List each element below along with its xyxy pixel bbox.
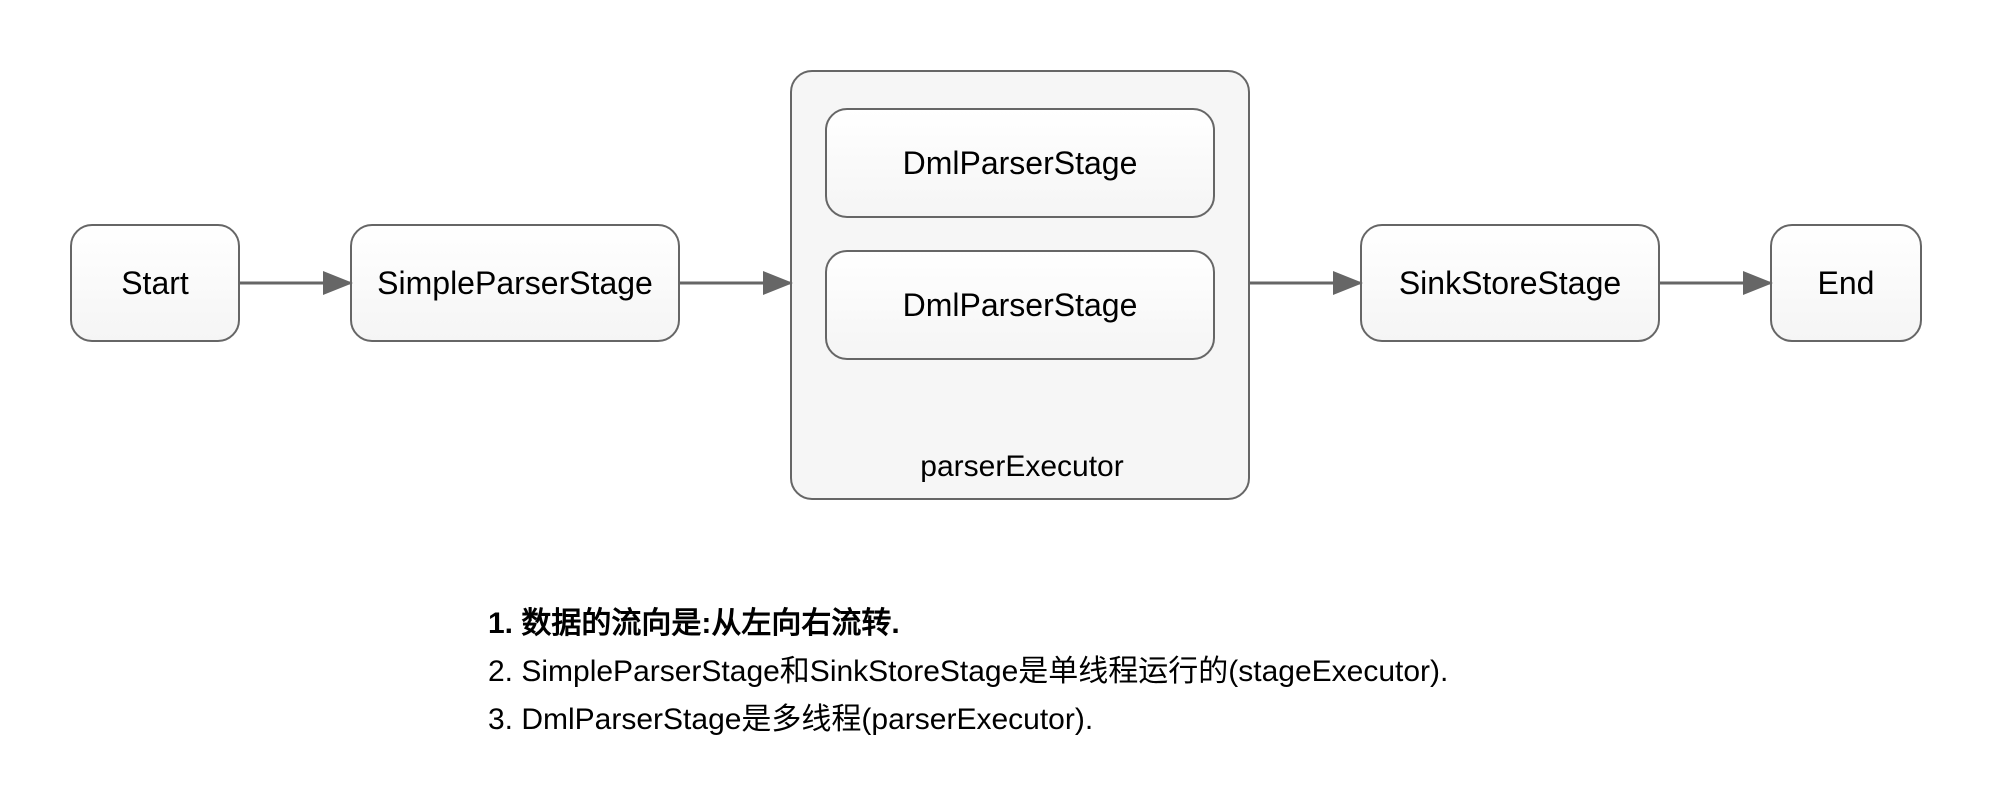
notes-block: 1. 数据的流向是:从左向右流转.2. SimpleParserStage和Si… (488, 600, 1448, 744)
note-line-1: 1. 数据的流向是:从左向右流转. (488, 600, 1448, 648)
note-line-2: 2. SimpleParserStage和SinkStoreStage是单线程运… (488, 648, 1448, 696)
note-line-3: 3. DmlParserStage是多线程(parserExecutor). (488, 696, 1448, 744)
